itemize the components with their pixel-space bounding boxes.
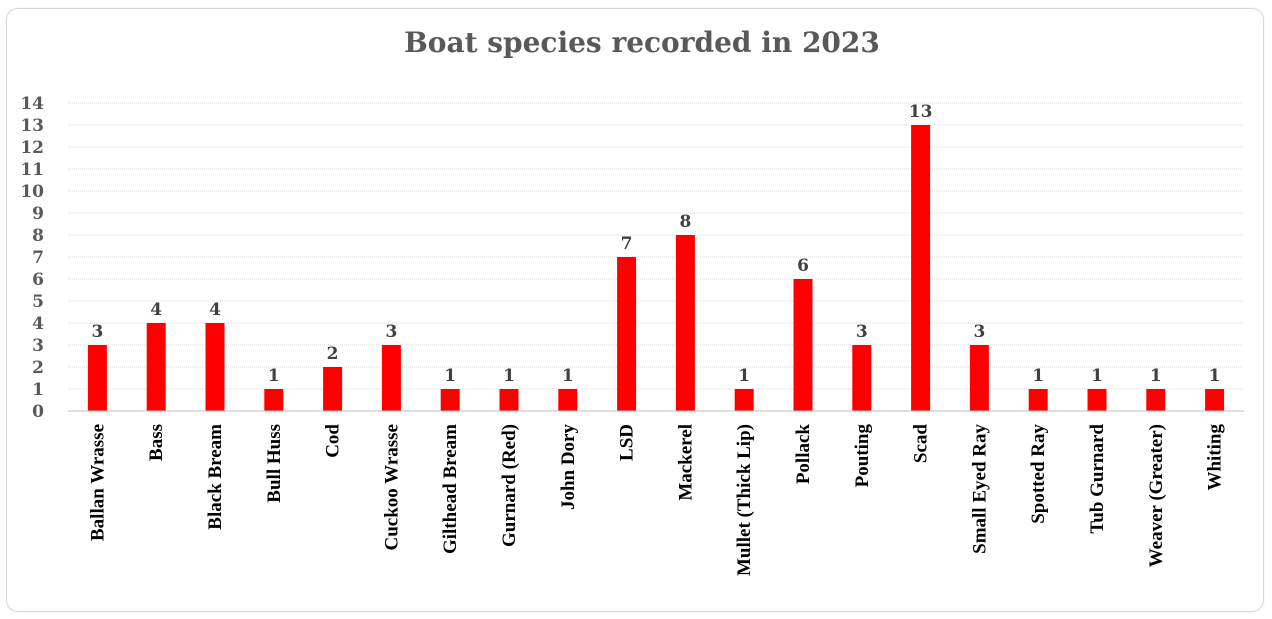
y-tick-label: 8 (32, 226, 44, 246)
data-label: 8 (679, 212, 691, 232)
x-category-label: Whiting (1205, 424, 1226, 491)
y-tick-label: 13 (20, 116, 44, 136)
data-label: 3 (91, 322, 103, 342)
bar (264, 389, 284, 411)
data-label: 1 (268, 366, 280, 386)
bar (734, 389, 754, 411)
x-category-label: Spotted Ray (1028, 424, 1049, 524)
data-label: 1 (503, 366, 515, 386)
x-category-label: LSD (617, 424, 638, 461)
bar (87, 345, 107, 411)
y-tick-label: 11 (20, 160, 44, 180)
bar (499, 389, 519, 411)
bar (969, 345, 989, 411)
bar (617, 257, 637, 411)
y-tick-label: 4 (32, 314, 44, 334)
data-label: 1 (1091, 366, 1103, 386)
data-labels: 3 4 4 1 2 3 1 1 1 7 8 1 6 3 13 3 1 1 1 1 (91, 102, 1220, 386)
bar (911, 125, 931, 411)
x-category-label: Bass (146, 424, 167, 461)
data-label: 1 (1032, 366, 1044, 386)
bar (852, 345, 872, 411)
x-category-label: Cuckoo Wrasse (381, 424, 402, 551)
bar (1087, 389, 1107, 411)
data-label: 1 (1209, 366, 1221, 386)
x-category-label: John Dory (558, 424, 579, 511)
chart-title: Boat species recorded in 2023 (404, 26, 880, 59)
x-category-label: Small Eyed Ray (969, 424, 990, 554)
bar (1205, 389, 1225, 411)
x-category-label: Tub Gurnard (1087, 424, 1108, 534)
y-tick-label: 10 (20, 182, 44, 202)
x-category-label: Pollack (793, 424, 814, 485)
data-label: 6 (797, 256, 809, 276)
x-category-label: Scad (911, 424, 932, 464)
data-label: 4 (150, 300, 162, 320)
x-category-label: Gilthead Bream (440, 424, 461, 554)
bar (323, 367, 343, 411)
y-tick-label: 2 (32, 358, 44, 378)
x-category-label: Ballan Wrasse (87, 424, 108, 541)
data-label: 4 (209, 300, 221, 320)
bar (381, 345, 401, 411)
y-tick-label: 5 (32, 292, 44, 312)
data-label: 3 (973, 322, 985, 342)
y-tick-label: 9 (32, 204, 44, 224)
x-category-label: Black Bream (205, 424, 226, 530)
y-tick-label: 12 (20, 138, 44, 158)
x-axis-categories: Ballan Wrasse Bass Black Bream Bull Huss Cod… (87, 424, 1225, 577)
x-category-label: Pouting (852, 424, 873, 488)
data-label: 1 (444, 366, 456, 386)
bar (558, 389, 578, 411)
y-tick-label: 3 (32, 336, 44, 356)
x-category-label: Cod (323, 424, 344, 458)
data-label: 1 (562, 366, 574, 386)
data-label: 1 (738, 366, 750, 386)
x-category-label: Mackerel (675, 424, 696, 501)
data-label: 13 (909, 102, 933, 122)
y-tick-label: 0 (32, 402, 44, 422)
data-label: 3 (856, 322, 868, 342)
data-label: 7 (621, 234, 633, 254)
gridlines (68, 102, 1244, 390)
data-label: 1 (1150, 366, 1162, 386)
bar (793, 279, 813, 411)
data-label: 2 (327, 344, 339, 364)
bar (1028, 389, 1048, 411)
y-tick-label: 7 (32, 248, 44, 268)
y-tick-label: 14 (20, 94, 44, 114)
bars (87, 125, 1225, 411)
x-category-label: Gurnard (Red) (499, 424, 520, 547)
data-label: 3 (385, 322, 397, 342)
bar (205, 323, 225, 411)
bar (675, 235, 695, 411)
y-tick-label: 1 (32, 380, 44, 400)
bar (440, 389, 460, 411)
bar (146, 323, 166, 411)
bar (1146, 389, 1166, 411)
x-category-label: Weaver (Greater) (1146, 424, 1167, 567)
y-tick-label: 6 (32, 270, 44, 290)
x-category-label: Bull Huss (264, 424, 285, 503)
x-category-label: Mullet (Thick Lip) (734, 424, 755, 576)
